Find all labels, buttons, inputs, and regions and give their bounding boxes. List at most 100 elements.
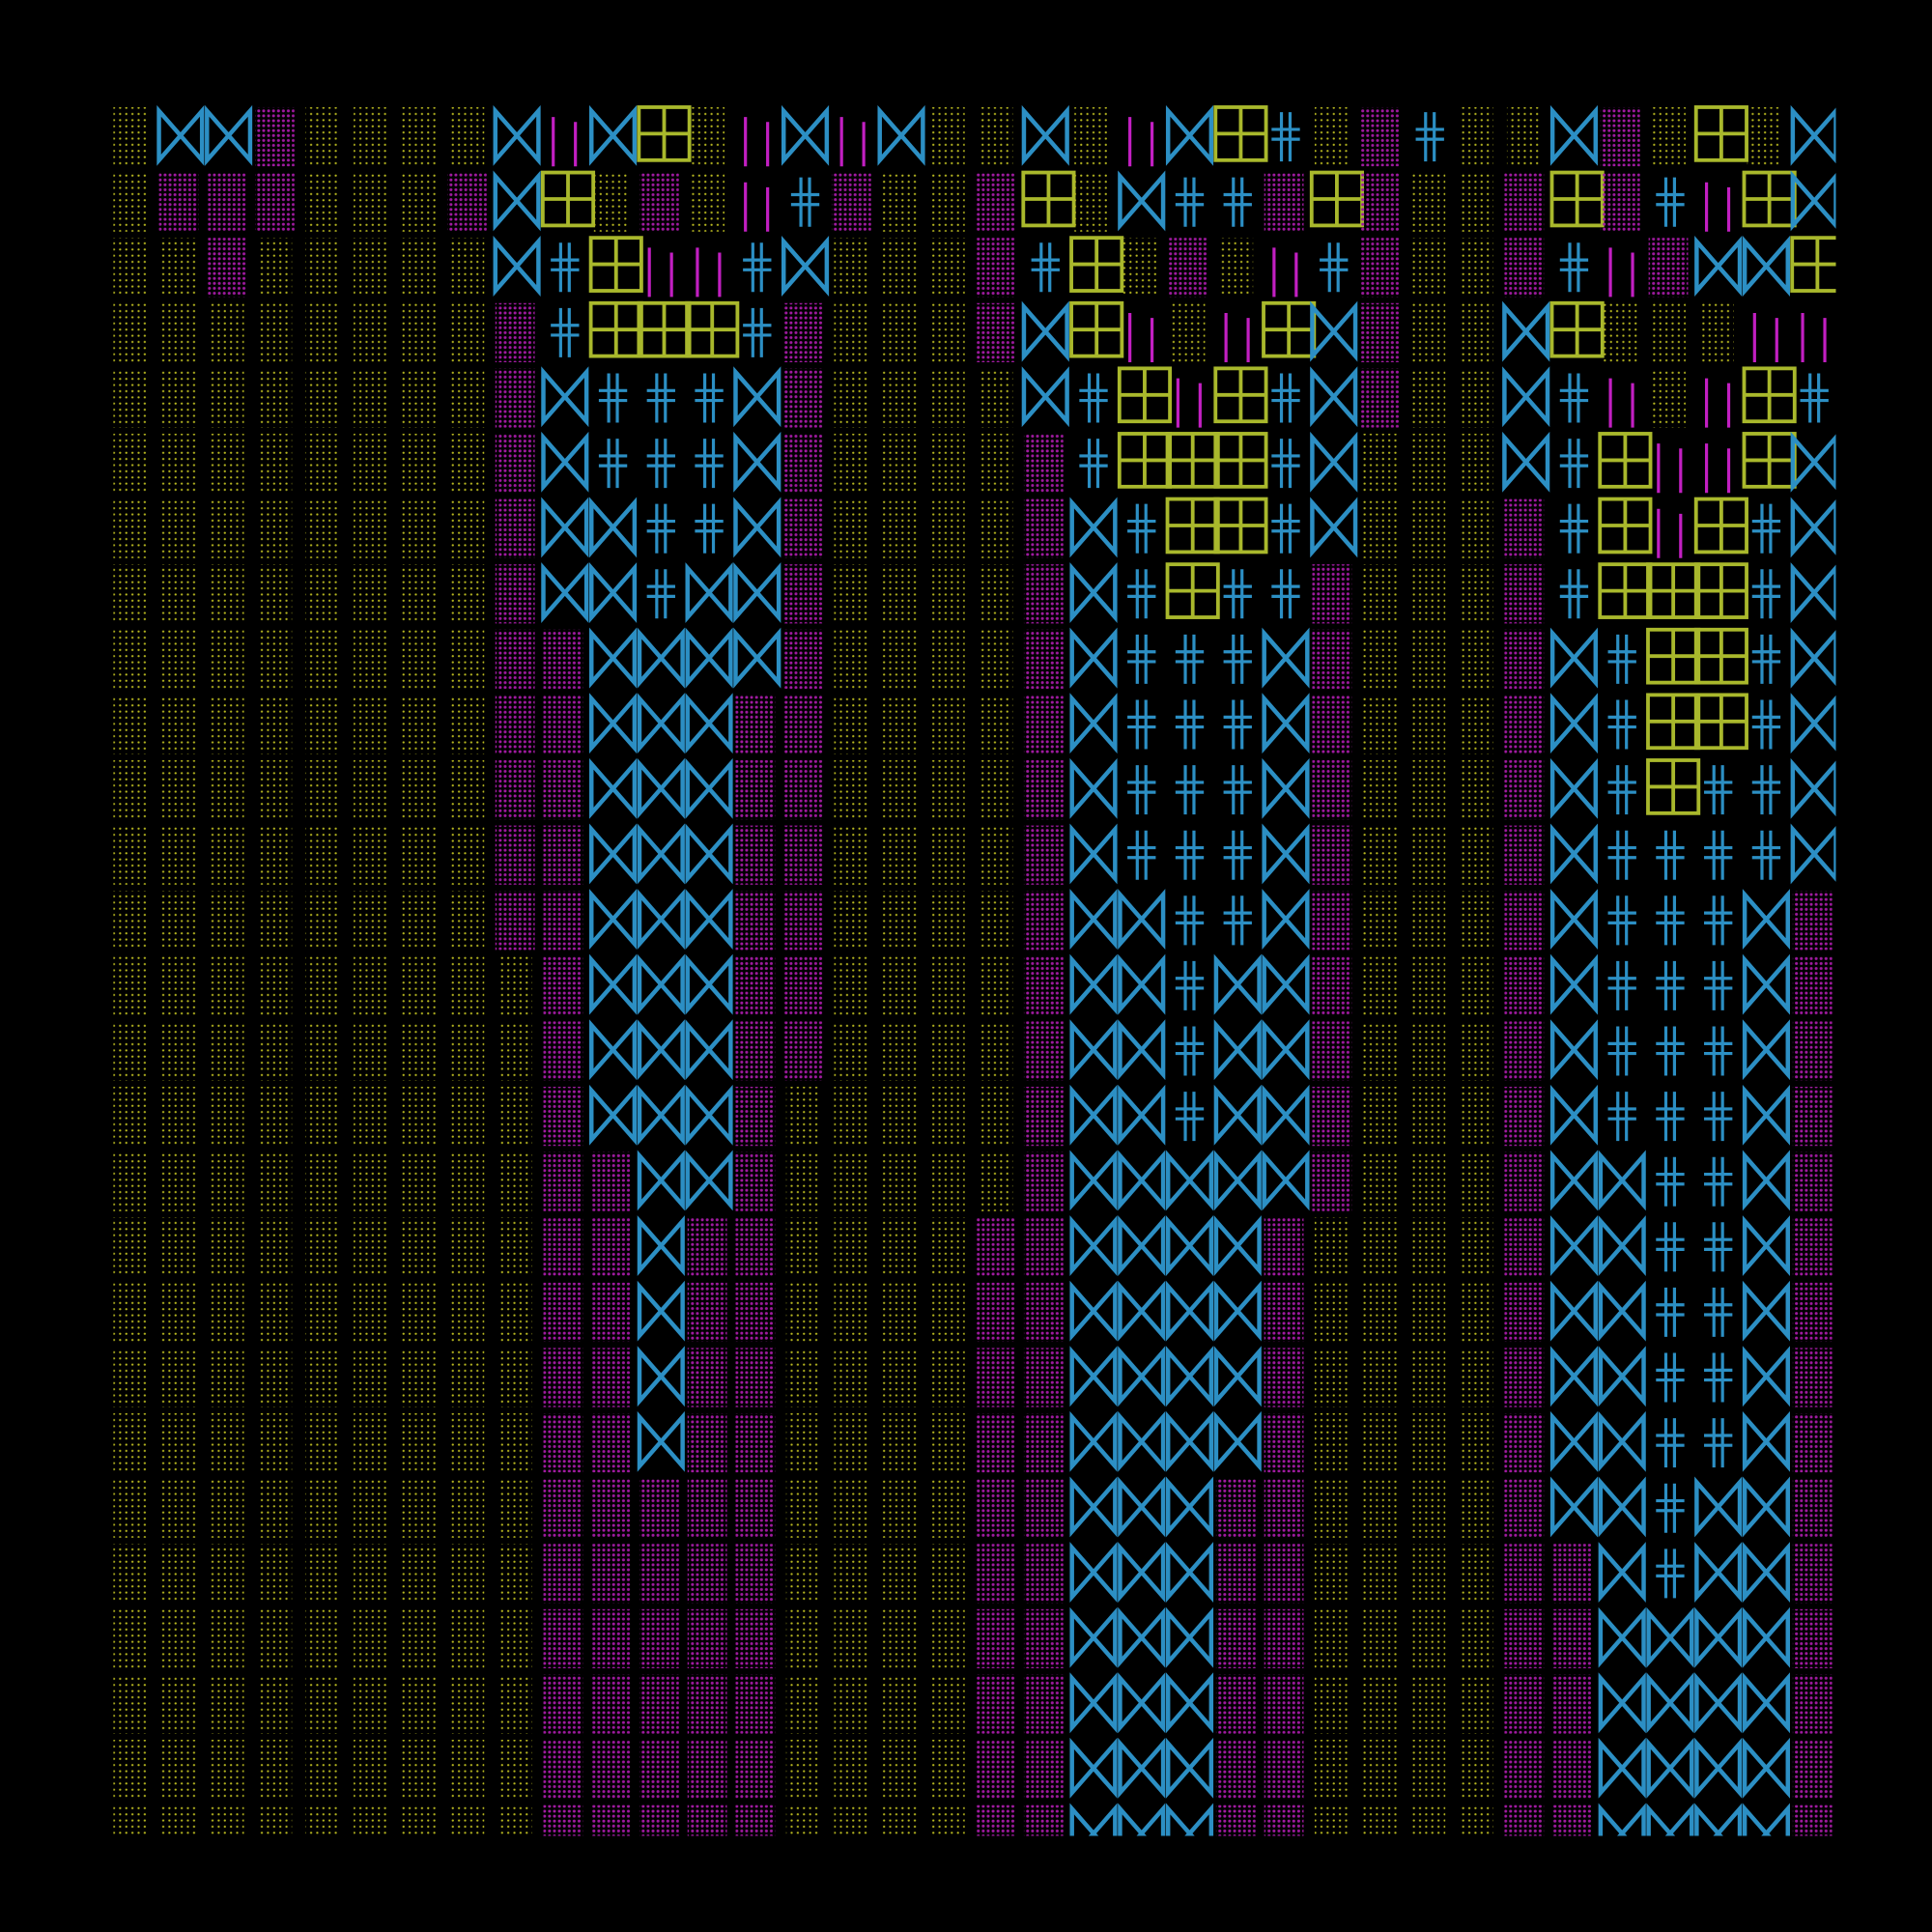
magenta-dots — [1023, 1478, 1064, 1538]
bowtie — [1549, 1150, 1599, 1211]
bowtie — [1694, 1476, 1743, 1538]
magenta-dots — [687, 1478, 727, 1538]
bowtie — [493, 170, 541, 232]
green-box-cross — [1647, 564, 1699, 618]
bowtie — [1262, 693, 1310, 754]
magenta-dots — [687, 1413, 727, 1473]
double-plus — [1800, 373, 1829, 423]
yellow-dots — [449, 238, 485, 298]
yellow-dots — [257, 1740, 293, 1800]
bowtie — [685, 823, 733, 885]
bowtie — [733, 562, 781, 623]
magenta-dots — [591, 1151, 632, 1211]
double-plus — [1656, 1483, 1685, 1533]
yellow-dots — [161, 1608, 196, 1669]
magenta-dots — [1648, 238, 1689, 298]
green-box-cross — [590, 302, 641, 356]
yellow-dots — [785, 1087, 821, 1147]
double-plus — [1175, 765, 1205, 815]
bowtie — [1790, 170, 1836, 232]
yellow-dots — [785, 1608, 821, 1669]
yellow-dots — [113, 172, 149, 232]
double-plus — [1271, 112, 1300, 162]
yellow-dots — [257, 759, 293, 820]
double-plus — [1607, 895, 1636, 946]
yellow-dots — [1459, 1544, 1493, 1604]
double-plus — [790, 177, 820, 227]
bowtie — [1213, 1215, 1262, 1276]
yellow-dots — [882, 891, 917, 951]
bowtie — [1165, 104, 1214, 166]
magenta-lines — [1608, 378, 1634, 428]
double-plus — [1751, 699, 1781, 750]
yellow-dots — [161, 1740, 196, 1800]
green-box-cross — [1744, 368, 1795, 422]
bowtie — [541, 366, 589, 428]
magenta-dots — [207, 238, 247, 298]
green-box-cross — [1744, 172, 1795, 226]
magenta-dots — [976, 172, 1016, 232]
green-box-cross — [1695, 564, 1747, 618]
yellow-dots — [449, 433, 485, 494]
magenta-lines — [1176, 378, 1202, 428]
yellow-dots — [401, 1608, 437, 1669]
magenta-dots — [735, 1348, 776, 1407]
yellow-dots — [1459, 1217, 1493, 1277]
yellow-dots — [1459, 106, 1493, 167]
double-plus — [1031, 242, 1060, 293]
yellow-dots — [834, 1348, 869, 1407]
yellow-dots — [1459, 1021, 1493, 1081]
yellow-dots — [1651, 106, 1686, 167]
yellow-dots — [930, 1608, 965, 1669]
bowtie — [589, 693, 638, 754]
magenta-dots — [1600, 172, 1640, 232]
magenta-dots — [1023, 1151, 1064, 1211]
double-plus — [1704, 1418, 1733, 1468]
yellow-dots — [785, 1151, 821, 1211]
magenta-dots — [1504, 1217, 1545, 1277]
green-box-cross — [1600, 433, 1651, 487]
magenta-dots — [495, 825, 535, 885]
green-box-cross — [1695, 106, 1747, 160]
magenta-dots — [495, 302, 535, 362]
yellow-dots — [834, 1740, 869, 1800]
bowtie — [1598, 1280, 1646, 1342]
bowtie — [1213, 1280, 1262, 1342]
magenta-dots — [158, 172, 199, 232]
bowtie — [1742, 1280, 1790, 1342]
bowtie — [1549, 104, 1599, 166]
bowtie — [1069, 953, 1118, 1015]
yellow-dots — [785, 1544, 821, 1604]
yellow-dots — [209, 564, 244, 624]
bowtie — [685, 562, 733, 623]
bowtie — [1549, 953, 1599, 1015]
yellow-dots — [978, 564, 1013, 624]
yellow-dots — [305, 498, 341, 558]
yellow-dots — [1362, 1021, 1398, 1081]
yellow-dots — [113, 1608, 149, 1669]
magenta-dots — [735, 825, 776, 885]
magenta-dots — [1504, 172, 1545, 232]
yellow-dots — [834, 1804, 869, 1836]
yellow-dots — [834, 302, 869, 362]
yellow-dots — [401, 629, 437, 690]
yellow-dots — [257, 1348, 293, 1407]
magenta-dots — [1600, 106, 1640, 167]
yellow-dots — [1314, 1478, 1350, 1538]
double-plus — [1175, 895, 1205, 946]
yellow-dots — [354, 891, 388, 951]
double-plus — [646, 439, 675, 489]
yellow-dots — [1314, 1740, 1350, 1800]
yellow-dots — [930, 368, 965, 428]
yellow-dots — [401, 955, 437, 1016]
yellow-dots — [161, 368, 196, 428]
yellow-dots — [1362, 1740, 1398, 1800]
bowtie — [1598, 1215, 1646, 1276]
bowtie — [1310, 497, 1358, 558]
double-plus — [1751, 503, 1781, 554]
bowtie — [1742, 1803, 1790, 1836]
magenta-dots — [1023, 695, 1064, 754]
yellow-dots — [354, 106, 388, 167]
magenta-dots — [1792, 1674, 1833, 1734]
